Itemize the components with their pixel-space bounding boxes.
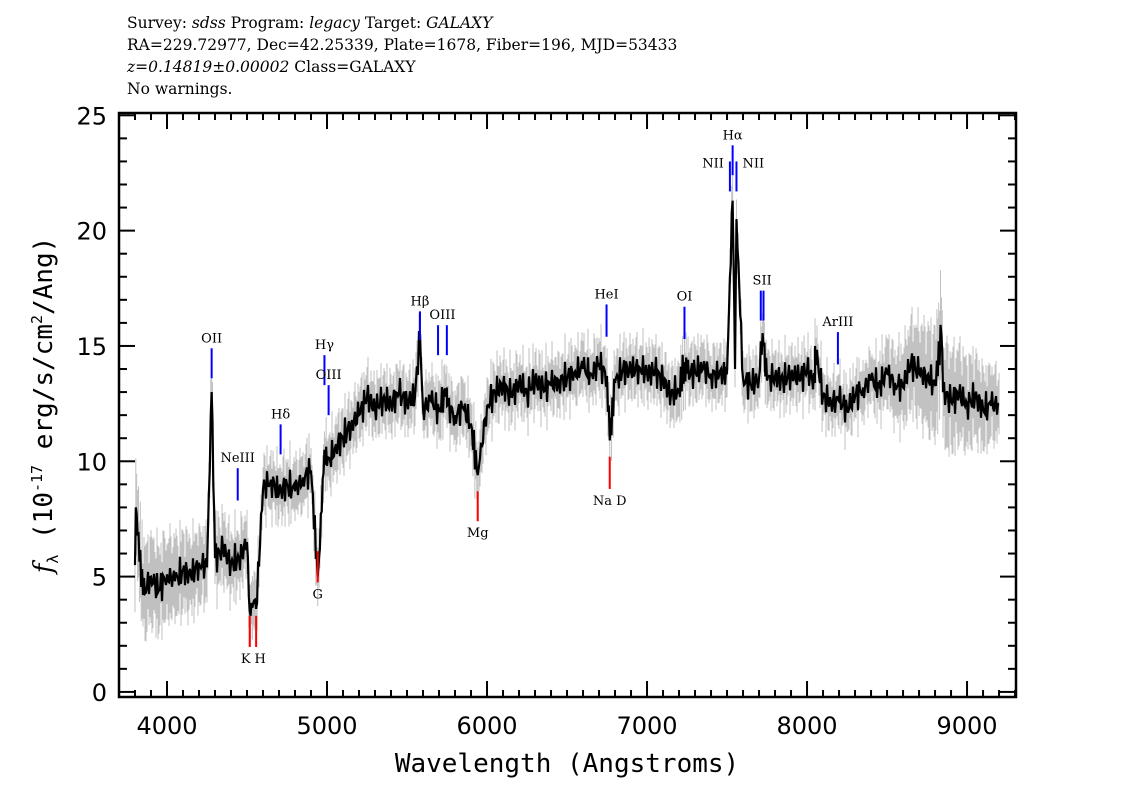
line-label: NII (742, 156, 764, 171)
y-tick-label: 15 (76, 333, 107, 361)
line-label: NII (702, 156, 724, 171)
y-label-part3: /Ang) (29, 237, 59, 315)
survey-line: Survey: sdss Program: legacy Target: GAL… (127, 12, 677, 34)
y-label-exp2: 2 (28, 315, 46, 324)
line-label: Hβ (411, 294, 430, 309)
x-tick-label: 8000 (776, 712, 837, 740)
y-label-part2: erg/s/cm (29, 324, 59, 465)
x-tick-label: 4000 (136, 712, 197, 740)
y-axis-label: fλ (10-17 erg/s/cm2/Ang) (28, 237, 62, 576)
flux-line (133, 200, 1000, 616)
survey-label: Survey: (127, 14, 192, 32)
coordinates-line: RA=229.72977, Dec=42.25339, Plate=1678, … (127, 36, 678, 54)
axis-ticks: 4000 5000 6000 7000 8000 9000 0 5 10 15 20 25 (76, 102, 1017, 740)
line-label: Na D (593, 494, 627, 509)
line-label: ArIII (821, 315, 853, 330)
x-axis-label: Wavelength (Angstroms) (395, 749, 739, 779)
redshift-line: z=0.14819±0.00002 Class=GALAXY (127, 56, 677, 78)
flux-series (133, 200, 1000, 616)
line-label: K (241, 652, 251, 667)
survey-value: sdss (191, 14, 226, 32)
line-label: Mg (467, 526, 489, 541)
line-label: SII (753, 274, 772, 289)
line-label: OI (677, 290, 693, 305)
target-value: GALAXY (426, 14, 493, 32)
line-label: Hα (723, 128, 743, 143)
y-label-sub: λ (44, 555, 62, 564)
line-label: OIII (429, 308, 455, 323)
y-tick-label: 25 (76, 102, 107, 130)
spectrum-header: Survey: sdss Program: legacy Target: GAL… (127, 12, 677, 100)
y-label-exp: -17 (28, 465, 46, 492)
line-label: G (313, 587, 323, 602)
x-tick-label: 9000 (936, 712, 997, 740)
line-label: OII (201, 331, 222, 346)
y-tick-label: 0 (92, 679, 107, 707)
y-tick-label: 10 (76, 448, 107, 476)
x-tick-label: 6000 (456, 712, 517, 740)
y-label-part: (10 (29, 492, 59, 555)
y-tick-label: 5 (92, 564, 107, 592)
redshift-value: z=0.14819±0.00002 (127, 58, 290, 76)
line-label: HeI (594, 287, 618, 302)
program-value: legacy (309, 14, 360, 32)
program-label: Program: (225, 14, 310, 32)
x-tick-label: 5000 (296, 712, 357, 740)
line-label: Hγ (315, 338, 334, 353)
raw-spectrum (134, 175, 1000, 647)
target-label: Target: (359, 14, 427, 32)
line-label: H (254, 652, 265, 667)
line-label: OIII (316, 368, 342, 383)
line-label: Hδ (271, 407, 290, 422)
x-tick-label: 7000 (616, 712, 677, 740)
warnings-line: No warnings. (127, 80, 233, 98)
y-tick-label: 20 (76, 218, 107, 246)
line-label: NeIII (220, 451, 254, 466)
class-value: Class=GALAXY (289, 58, 416, 76)
